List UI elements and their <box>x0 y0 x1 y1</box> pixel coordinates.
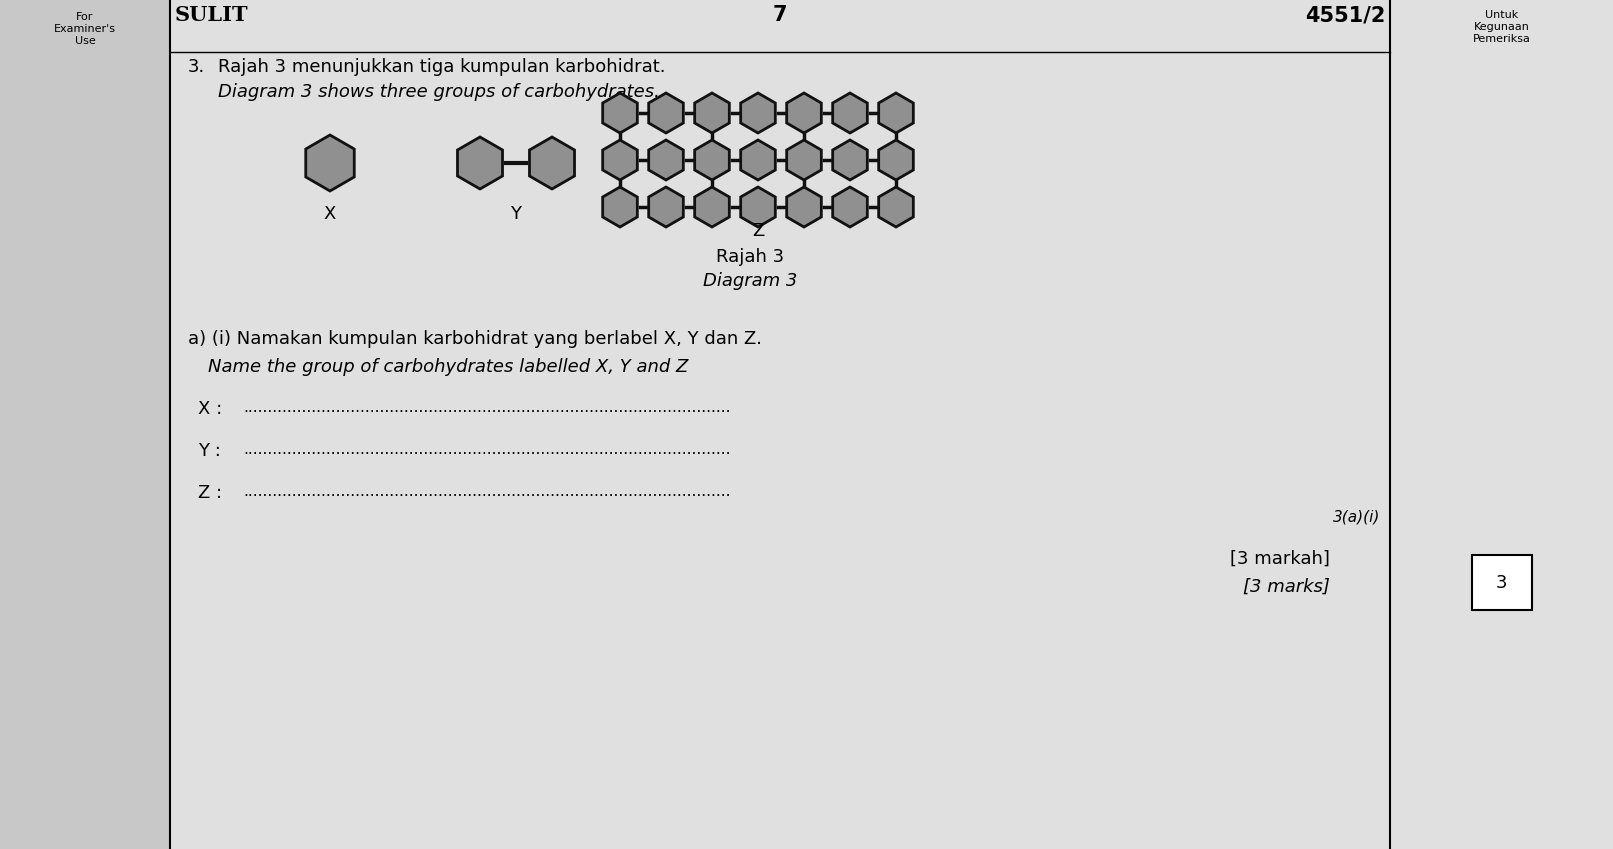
Polygon shape <box>787 93 821 133</box>
Text: Y: Y <box>510 205 521 223</box>
Polygon shape <box>603 140 637 180</box>
Text: Z: Z <box>752 222 765 240</box>
Polygon shape <box>648 140 684 180</box>
Polygon shape <box>879 140 913 180</box>
FancyBboxPatch shape <box>169 0 1390 849</box>
FancyBboxPatch shape <box>1471 555 1531 610</box>
Text: SULIT: SULIT <box>174 5 248 25</box>
Text: Pemeriksa: Pemeriksa <box>1473 34 1531 44</box>
Text: Name the group of carbohydrates labelled X, Y and Z: Name the group of carbohydrates labelled… <box>208 358 689 376</box>
Text: 3(a)(i): 3(a)(i) <box>1332 510 1381 525</box>
Text: ................................................................................: ........................................… <box>244 484 731 499</box>
Text: Y :: Y : <box>198 442 226 460</box>
Polygon shape <box>603 93 637 133</box>
Polygon shape <box>740 93 776 133</box>
Text: Rajah 3 menunjukkan tiga kumpulan karbohidrat.: Rajah 3 menunjukkan tiga kumpulan karboh… <box>218 58 666 76</box>
FancyBboxPatch shape <box>0 0 169 849</box>
Polygon shape <box>787 140 821 180</box>
Text: X :: X : <box>198 400 227 418</box>
Text: [3 marks]: [3 marks] <box>1244 578 1331 596</box>
Text: 3.: 3. <box>189 58 205 76</box>
Polygon shape <box>458 137 503 189</box>
Polygon shape <box>832 187 868 227</box>
Text: Rajah 3: Rajah 3 <box>716 248 784 266</box>
Text: Diagram 3: Diagram 3 <box>703 272 797 290</box>
Text: X: X <box>324 205 336 223</box>
Text: Examiner's: Examiner's <box>53 24 116 34</box>
Text: Use: Use <box>74 36 95 46</box>
FancyBboxPatch shape <box>1390 0 1613 849</box>
Polygon shape <box>529 137 574 189</box>
Polygon shape <box>740 140 776 180</box>
Text: Untuk: Untuk <box>1486 10 1518 20</box>
Polygon shape <box>695 140 729 180</box>
Polygon shape <box>648 187 684 227</box>
Polygon shape <box>832 93 868 133</box>
Polygon shape <box>879 93 913 133</box>
Polygon shape <box>695 93 729 133</box>
Text: Diagram 3 shows three groups of carbohydrates.: Diagram 3 shows three groups of carbohyd… <box>218 83 660 101</box>
Text: 7: 7 <box>773 5 787 25</box>
Text: ................................................................................: ........................................… <box>244 442 731 457</box>
Text: a) (i) Namakan kumpulan karbohidrat yang berlabel X, Y dan Z.: a) (i) Namakan kumpulan karbohidrat yang… <box>189 330 761 348</box>
Text: 3: 3 <box>1495 574 1507 592</box>
Text: [3 markah]: [3 markah] <box>1231 550 1331 568</box>
Polygon shape <box>306 135 355 191</box>
Polygon shape <box>648 93 684 133</box>
Text: 4551/2: 4551/2 <box>1305 5 1386 25</box>
Polygon shape <box>740 187 776 227</box>
Text: For: For <box>76 12 94 22</box>
Polygon shape <box>879 187 913 227</box>
Polygon shape <box>787 187 821 227</box>
Polygon shape <box>695 187 729 227</box>
Text: ................................................................................: ........................................… <box>244 400 731 415</box>
Text: Z :: Z : <box>198 484 227 502</box>
Text: Kegunaan: Kegunaan <box>1474 22 1529 32</box>
Polygon shape <box>603 187 637 227</box>
Polygon shape <box>832 140 868 180</box>
